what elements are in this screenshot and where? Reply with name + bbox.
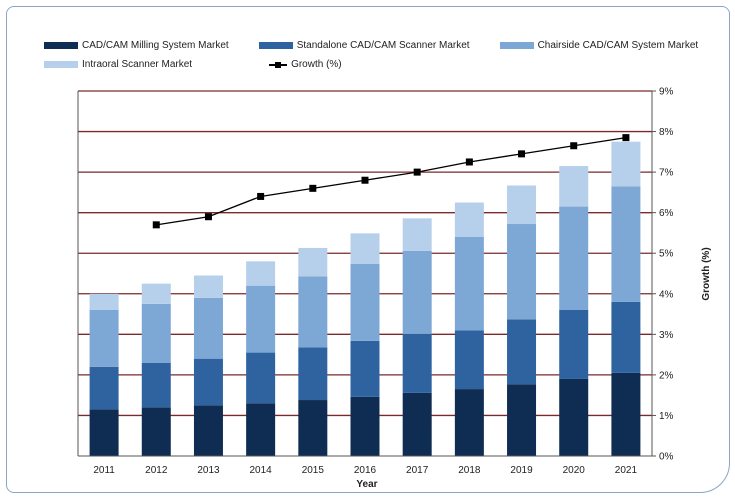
legend-swatch-chairside: [499, 42, 534, 49]
bar-segment-2: [507, 319, 537, 385]
bar-segment-1: [402, 392, 432, 456]
bar-segment-2: [559, 310, 589, 379]
bar-segment-3: [454, 237, 484, 331]
x-tick-label: 2014: [250, 465, 273, 476]
bar-segment-2: [246, 352, 276, 404]
y-right-tick-label: 7%: [659, 168, 674, 179]
legend-label-milling: CAD/CAM Milling System Market: [82, 40, 229, 51]
bar-segment-4: [402, 218, 432, 251]
bar-segment-1: [193, 405, 223, 456]
y-right-tick-label: 6%: [659, 208, 674, 219]
growth-line: [152, 134, 630, 229]
growth-point: [413, 168, 421, 176]
bar-segment-3: [246, 285, 276, 353]
x-tick-label: 2015: [302, 465, 325, 476]
x-axis-title: Year: [356, 479, 377, 490]
y-right-tick-label: 4%: [659, 289, 674, 300]
bar-segment-2: [402, 333, 432, 393]
y-axis-right-title: Growth (%): [701, 247, 712, 300]
y-right-tick-label: 1%: [659, 411, 674, 422]
y-right-tick-label: 5%: [659, 249, 674, 260]
bar-segment-4: [454, 202, 484, 237]
bar-segment-4: [507, 185, 537, 225]
legend-swatch-standalone: [258, 42, 293, 49]
growth-point: [570, 142, 578, 150]
bar-segment-2: [193, 358, 223, 406]
x-tick-label: 2020: [563, 465, 586, 476]
bar-segment-1: [507, 384, 537, 456]
y-right-tick-label: 2%: [659, 370, 674, 381]
legend-label-intraoral: Intraoral Scanner Market: [82, 59, 193, 70]
bar-segment-3: [611, 186, 641, 302]
legend-label-growth: Growth (%): [291, 59, 342, 70]
bar-segment-3: [402, 250, 432, 334]
growth-point: [309, 184, 317, 192]
growth-point: [204, 213, 212, 221]
bar-segment-2: [611, 301, 641, 373]
legend-swatch-intraoral: [44, 61, 78, 68]
bar-segment-3: [507, 224, 537, 320]
bar-segment-2: [89, 366, 119, 410]
x-tick-label: 2021: [615, 465, 638, 476]
bar-segment-1: [454, 389, 484, 456]
bar-segment-1: [89, 409, 119, 456]
bar-segment-1: [246, 403, 276, 456]
bar-segment-4: [350, 233, 380, 264]
x-tick-label: 2013: [197, 465, 220, 476]
bar-segment-2: [141, 362, 171, 408]
x-tick-label: 2012: [145, 465, 168, 476]
bar-segment-3: [559, 206, 589, 310]
bar-segment-1: [559, 378, 589, 456]
y-right-tick-label: 3%: [659, 330, 674, 341]
bar-segment-4: [193, 275, 223, 298]
growth-point: [465, 158, 473, 166]
bar-segment-2: [298, 347, 328, 401]
legend-growth-line-icon: [269, 61, 288, 69]
bar-segment-4: [141, 283, 171, 304]
bar-segment-4: [89, 293, 119, 310]
bar-segment-2: [454, 330, 484, 390]
bars: [89, 141, 641, 456]
legend-label-standalone: Standalone CAD/CAM Scanner Market: [296, 40, 470, 51]
bar-segment-1: [298, 400, 328, 456]
bar-segment-3: [193, 297, 223, 359]
legend-swatch-milling: [44, 42, 78, 49]
bar-segment-3: [350, 263, 380, 341]
x-tick-label: 2018: [458, 465, 481, 476]
x-tick-label: 2016: [354, 465, 377, 476]
bar-segment-4: [246, 261, 276, 286]
x-tick-label: 2017: [406, 465, 429, 476]
y-right-tick-label: 0%: [659, 452, 674, 463]
bar-segment-3: [298, 276, 328, 348]
bar-segment-4: [559, 166, 589, 207]
bar-segment-1: [141, 407, 171, 456]
bar-segment-1: [611, 372, 641, 456]
legend-label-chairside: Chairside CAD/CAM System Market: [537, 40, 699, 51]
y-right-tick-label: 8%: [659, 127, 674, 138]
growth-point: [152, 221, 160, 229]
growth-point: [518, 150, 526, 158]
bar-segment-3: [89, 310, 119, 367]
bar-segment-1: [350, 396, 380, 456]
bar-segment-4: [298, 247, 328, 277]
legend-row-2: Intraoral Scanner Market Growth (%): [44, 59, 342, 70]
y-right-tick-label: 9%: [659, 87, 674, 98]
legend-row-1: CAD/CAM Milling System Market Standalone…: [44, 40, 698, 51]
bar-segment-4: [611, 141, 641, 187]
growth-point: [622, 134, 630, 142]
x-tick-label: 2011: [93, 465, 115, 476]
x-tick-label: 2019: [510, 465, 533, 476]
bar-segment-3: [141, 303, 171, 363]
growth-point: [361, 176, 369, 184]
bar-segment-2: [350, 340, 380, 397]
growth-series-line: [156, 136, 627, 226]
growth-point: [257, 192, 265, 200]
axes: 2011 2012 2013 2014 2015 2016 2017 2018 2019 2020…: [77, 87, 674, 476]
